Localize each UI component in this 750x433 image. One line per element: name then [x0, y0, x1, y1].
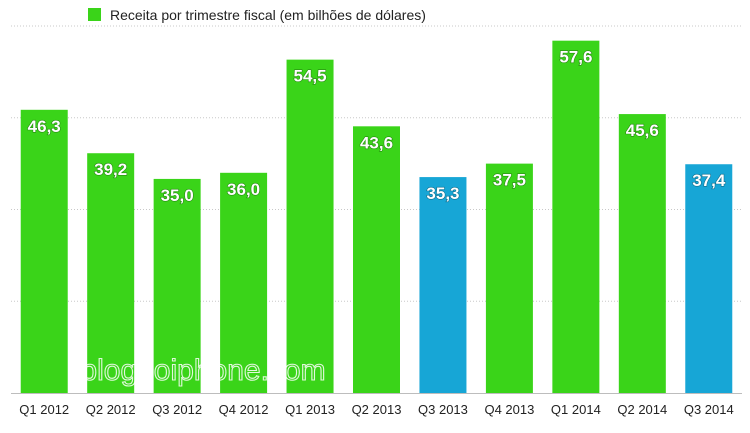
x-tick-label: Q4 2012: [219, 402, 269, 417]
bar-value-label: 43,6: [360, 133, 393, 152]
bar-value-label: 35,0: [161, 186, 194, 205]
bar: [286, 59, 334, 394]
bar: [618, 114, 666, 393]
bar: [685, 164, 733, 393]
bar-value-label: 54,5: [293, 67, 326, 86]
bar: [353, 126, 400, 394]
bar-value-labels: 46,3 39,2 35,0 36,0 54,5 43,6 35,3 37,5 57,6 45,6…: [27, 47, 726, 205]
bar: [485, 163, 533, 393]
bar-value-label: 37,4: [692, 171, 726, 190]
bar-value-label: 57,6: [559, 48, 592, 67]
bar-value-label: 46,3: [28, 117, 61, 136]
bar: [87, 153, 135, 393]
x-tick-label: Q2 2013: [352, 402, 402, 417]
legend-label: Receita por trimestre fiscal (em bilhões…: [110, 7, 426, 23]
bar: [20, 109, 68, 393]
watermark-text: blogdoiphone.com: [80, 354, 325, 387]
x-tick-labels: Q1 2012 Q2 2012 Q3 2012 Q4 2012 Q1 2013 Q2 20…: [19, 402, 733, 417]
x-tick-label: Q1 2014: [551, 402, 601, 417]
x-tick-label: Q3 2013: [418, 402, 468, 417]
x-tick-label: Q1 2012: [19, 402, 69, 417]
bars: [20, 40, 733, 394]
x-tick-label: Q1 2013: [285, 402, 335, 417]
x-tick-label: Q4 2013: [484, 402, 534, 417]
bar: [552, 40, 600, 394]
bar-value-label: 45,6: [626, 121, 659, 140]
bar: [419, 177, 467, 393]
bar: [220, 172, 268, 393]
x-tick-label: Q2 2012: [86, 402, 136, 417]
bar: [153, 178, 201, 393]
bar-value-label: 36,0: [227, 180, 260, 199]
bar-value-label: 39,2: [94, 160, 127, 179]
x-tick-label: Q3 2014: [684, 402, 734, 417]
x-tick-label: Q3 2012: [152, 402, 202, 417]
bar-value-label: 37,5: [493, 171, 526, 190]
x-tick-label: Q2 2014: [617, 402, 667, 417]
legend: Receita por trimestre fiscal (em bilhões…: [88, 7, 426, 23]
legend-swatch: [88, 8, 101, 21]
bar-value-label: 35,3: [426, 184, 459, 203]
